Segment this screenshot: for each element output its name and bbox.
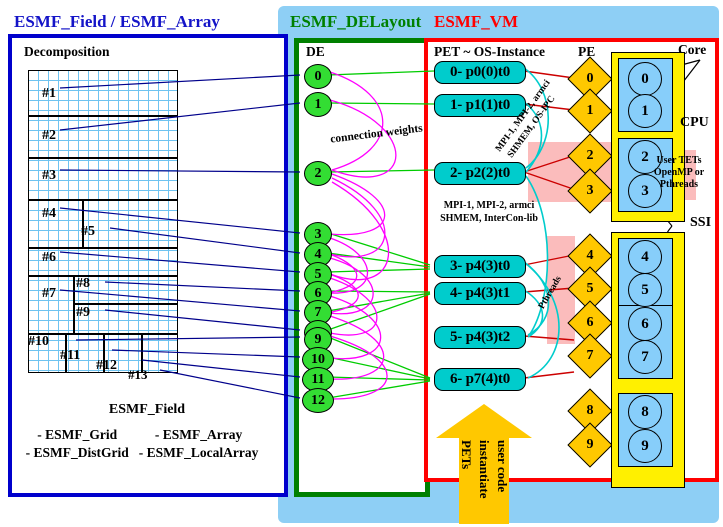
arrow-text-group: PETs instantiate user code — [459, 440, 510, 527]
arrow-text-1: PETs — [459, 440, 474, 470]
caption-de: DE — [306, 44, 325, 59]
cpu-label: CPU — [680, 115, 709, 130]
pet-box-6[interactable]: 6- p7(4)t0 — [434, 368, 526, 391]
caption-pe: PE — [578, 44, 596, 59]
pet-box-5[interactable]: 5- p4(3)t2 — [434, 326, 526, 349]
de-node-2[interactable]: 2 — [304, 161, 332, 186]
decomp-label-7: #7 — [42, 286, 56, 301]
decomp-label-12: #12 — [96, 358, 117, 373]
decomp-label-10: #10 — [28, 334, 49, 349]
de-node-4[interactable]: 4 — [304, 242, 332, 267]
core-circle-0[interactable]: 0 — [628, 62, 662, 96]
core-circle-9[interactable]: 9 — [628, 429, 662, 463]
user-tets-line-1: User TETs — [656, 155, 702, 166]
pe-label: 9 — [586, 437, 594, 452]
caption-decomposition: Decomposition — [24, 44, 110, 59]
pet-box-1[interactable]: 1- p1(1)t0 — [434, 94, 526, 117]
decomp-label-6: #6 — [42, 250, 56, 265]
user-tets-line-2: OpenMP or — [653, 167, 705, 178]
de-node-1[interactable]: 1 — [304, 92, 332, 117]
pet-box-4[interactable]: 4- p4(3)t1 — [434, 282, 526, 305]
decomp-label-4: #4 — [42, 206, 56, 221]
user-tets-line-3: Pthreads — [659, 179, 699, 190]
core-circle-5[interactable]: 5 — [628, 273, 662, 307]
title-esmf-delayout: ESMF_DELayout — [290, 12, 422, 31]
ssi-label: SSI — [690, 215, 712, 230]
pet-box-2[interactable]: 2- p2(2)t0 — [434, 162, 526, 185]
de-node-10[interactable]: 10 — [302, 347, 334, 372]
esmf-field-legend: ESMF_Field - ESMF_Grid - ESMF_Array - ES… — [22, 402, 272, 462]
de-node-12[interactable]: 12 — [302, 388, 334, 413]
decomp-label-1: #1 — [42, 86, 56, 101]
legend-localarray: - ESMF_LocalArray — [138, 445, 259, 460]
legend-title: ESMF_Field — [108, 402, 186, 417]
legend-row: - ESMF_DistGrid - ESMF_LocalArray — [26, 444, 269, 462]
pet-box-3[interactable]: 3- p4(3)t0 — [434, 255, 526, 278]
decomp-label-11: #11 — [60, 348, 81, 363]
arrow-text-2: instantiate — [477, 440, 492, 499]
arrow-text-3: user code — [495, 440, 510, 493]
core-circle-1[interactable]: 1 — [628, 94, 662, 128]
legend-grid: - ESMF_Grid — [37, 427, 118, 442]
decomp-label-13: #13 — [128, 367, 148, 382]
decomp-label-8: #8 — [76, 276, 90, 291]
core-circle-3[interactable]: 3 — [628, 174, 662, 208]
title-esmf-field: ESMF_Field / ESMF_Array — [14, 12, 220, 31]
caption-core: Core — [678, 42, 707, 57]
legend-array: - ESMF_Array — [154, 427, 243, 442]
core-circle-2[interactable]: 2 — [628, 140, 662, 174]
pets-instantiate-arrow: PETs instantiate user code — [436, 404, 532, 524]
legend-table: - ESMF_Grid - ESMF_Array - ESMF_DistGrid… — [26, 426, 269, 462]
pe-label: 2 — [586, 148, 594, 163]
title-esmf-vm: ESMF_VM — [434, 12, 519, 31]
comm-protocols-block-2: SHMEM, InterCon-lib — [440, 213, 538, 224]
core-circle-6[interactable]: 6 — [628, 307, 662, 341]
comm-protocols-block-1: MPI-1, MPI-2, armci — [443, 200, 535, 211]
decomposition-grid: #1 #2 #3 #4 #5 #6 #7 #8 #9 #10 #11 #12 #… — [28, 70, 178, 382]
legend-distgrid: - ESMF_DistGrid — [25, 445, 129, 460]
core-circle-4[interactable]: 4 — [628, 240, 662, 274]
pe-label: 1 — [586, 103, 594, 118]
decomp-label-3: #3 — [42, 168, 56, 183]
core-circle-7[interactable]: 7 — [628, 340, 662, 374]
decomp-label-9: #9 — [76, 305, 90, 320]
de-node-9[interactable]: 9 — [304, 327, 332, 352]
legend-row: - ESMF_Grid - ESMF_Array — [26, 426, 269, 444]
de-node-0[interactable]: 0 — [304, 64, 332, 89]
pe-label: 3 — [586, 183, 594, 198]
core-circle-8[interactable]: 8 — [628, 395, 662, 429]
pe-label: 7 — [586, 348, 594, 363]
pet-box-0[interactable]: 0- p0(0)t0 — [434, 61, 526, 84]
caption-pet: PET ~ OS-Instance — [434, 44, 546, 59]
arrow-head-icon — [436, 404, 532, 438]
decomp-label-5: #5 — [81, 224, 95, 239]
arrow-shaft — [459, 437, 509, 524]
decomp-label-2: #2 — [42, 128, 56, 143]
